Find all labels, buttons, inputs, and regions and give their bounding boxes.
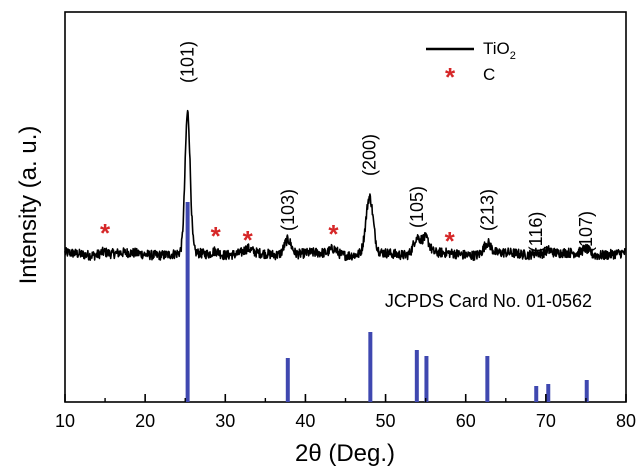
legend: TiO2 * C (426, 39, 516, 92)
legend-label-tio2-main: TiO (483, 39, 510, 58)
carbon-marker-0: * (100, 218, 111, 248)
x-tick-label-2: 30 (215, 411, 235, 431)
plot-frame (64, 11, 627, 403)
carbon-markers: * * * * * (100, 218, 456, 256)
x-tick-label-0: 10 (55, 411, 75, 431)
legend-label-c: C (483, 65, 495, 84)
carbon-marker-4: * (445, 226, 456, 256)
peak-label-1: (103) (278, 189, 298, 231)
x-tick-label-6: 70 (536, 411, 556, 431)
x-axis-label: 2θ (Deg.) (295, 440, 395, 467)
carbon-marker-1: * (211, 221, 222, 251)
x-tick-label-5: 60 (456, 411, 476, 431)
reference-lines (185, 202, 589, 402)
y-axis-label: Intensity (a. u.) (15, 126, 42, 285)
peak-label-4: (213) (477, 189, 497, 231)
peak-labels: (101) (103) (200) (105) (213) (116) (107) (178, 41, 596, 253)
carbon-marker-2: * (243, 225, 254, 255)
x-tick-label-4: 50 (376, 411, 396, 431)
legend-label-tio2: TiO2 (483, 39, 516, 62)
peak-label-5: (116) (526, 212, 546, 253)
reference-card-label: JCPDS Card No. 01-0562 (385, 291, 592, 311)
x-tick-label-1: 20 (135, 411, 155, 431)
legend-marker-star: * (445, 62, 456, 92)
peak-label-0: (101) (178, 41, 198, 83)
legend-label-tio2-sub: 2 (510, 50, 516, 62)
x-tick-label-3: 40 (295, 411, 315, 431)
x-tick-labels: 10 20 30 40 50 60 70 80 (55, 411, 636, 431)
xrd-pattern-line (64, 109, 627, 262)
carbon-marker-3: * (328, 219, 339, 249)
x-axis-ticks (64, 394, 627, 402)
peak-label-2: (200) (360, 134, 380, 176)
peak-label-6: (107) (576, 211, 596, 253)
x-tick-label-7: 80 (616, 411, 636, 431)
peak-label-3: (105) (407, 186, 427, 228)
